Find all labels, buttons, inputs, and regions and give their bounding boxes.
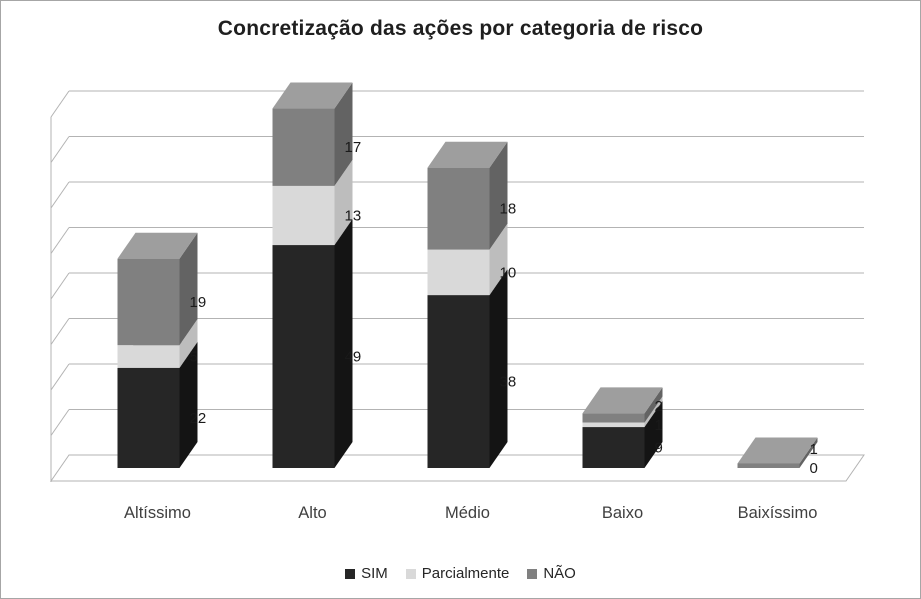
bar-alto: [272, 82, 353, 468]
bar-medio: [427, 141, 508, 468]
bar-baixo: [582, 387, 663, 468]
bar-segment-front: [272, 245, 335, 468]
plot-area: [50, 82, 865, 482]
category-label: Baixo: [602, 504, 643, 522]
bar-segment-side: [334, 159, 353, 246]
gridline-wall-segment: [50, 136, 70, 163]
value-label: 5: [190, 349, 198, 366]
bar-segment-side: [179, 319, 198, 368]
bar-segment-side: [799, 437, 818, 468]
bar-segment-side: [489, 223, 508, 296]
legend-item-sim: SIM: [345, 565, 388, 582]
bar-segment-side: [644, 396, 663, 428]
bar-segment-front: [582, 427, 645, 468]
gridline-wall-segment: [50, 90, 70, 118]
legend-item-parcialmente: Parcialmente: [405, 565, 510, 582]
bar-segment-front: [117, 345, 180, 368]
bar-segment-front: [427, 295, 490, 468]
bar-segment-front: [427, 167, 490, 250]
value-label: 22: [190, 410, 207, 427]
bar-segment-top: [737, 437, 818, 464]
bar-segment-top: [582, 387, 663, 414]
gridline-wall-segment: [50, 409, 70, 436]
category-label: Alto: [298, 504, 326, 522]
value-label: 38: [500, 374, 517, 391]
bar-segment-top: [117, 232, 198, 259]
bar-segment-front: [117, 367, 180, 468]
value-label: 10: [500, 264, 517, 281]
bar-segment-front: [737, 463, 800, 468]
value-label: 18: [500, 201, 517, 218]
bar-segment-side: [489, 141, 508, 250]
bar-segment-front: [427, 249, 490, 296]
value-label: 49: [345, 349, 362, 366]
category-label: Altíssimo: [124, 504, 191, 522]
legend-label-parcialmente: Parcialmente: [421, 565, 510, 582]
bar-segment-front: [582, 413, 645, 423]
gridline-wall-segment: [50, 318, 70, 345]
value-label: 2: [655, 398, 663, 415]
bar-altissimo: [117, 232, 198, 468]
legend: SIM Parcialmente NÃO: [1, 565, 920, 582]
legend-swatch-sim-icon: [345, 568, 356, 579]
value-label: 19: [190, 294, 207, 311]
bar-baixissimo: [737, 437, 818, 468]
legend-swatch-parcialmente-icon: [405, 568, 416, 579]
legend-item-nao: NÃO: [527, 565, 576, 582]
chart-title: Concretização das ações por categoria de…: [217, 17, 704, 40]
gridline-wall-segment: [50, 363, 70, 391]
data-labels: 22519Altíssimo491317Alto381018Médio912Ba…: [124, 139, 818, 522]
gridline-wall-segment: [50, 181, 70, 209]
bar-segment-top: [427, 141, 508, 168]
category-label: Médio: [445, 504, 490, 522]
bar-segment-front: [582, 422, 645, 428]
value-label: 9: [655, 440, 663, 457]
value-label: 1: [655, 417, 663, 434]
category-label: Baixíssimo: [738, 504, 818, 522]
legend-label-nao: NÃO: [543, 565, 576, 582]
bar-segment-top: [272, 82, 353, 109]
gridline-wall-segment: [50, 272, 70, 300]
bar-segment-side: [179, 341, 198, 468]
value-label: 13: [345, 207, 362, 224]
legend-label-sim: SIM: [361, 565, 388, 582]
bar-segment-side: [179, 232, 198, 346]
bar-segment-side: [644, 387, 663, 423]
gridline-wall-segment: [50, 227, 70, 254]
bar-segment-side: [334, 82, 353, 186]
bar-segment-side: [334, 219, 353, 468]
bar-segment-front: [272, 108, 335, 186]
bar-segment-front: [272, 185, 335, 246]
value-label: 0: [810, 460, 818, 477]
value-label: 17: [345, 139, 362, 156]
bar-segment-front: [117, 258, 180, 346]
value-label: 1: [810, 441, 818, 458]
legend-swatch-nao-icon: [527, 568, 538, 579]
bar-segment-side: [644, 401, 663, 468]
bar-segment-side: [489, 269, 508, 468]
